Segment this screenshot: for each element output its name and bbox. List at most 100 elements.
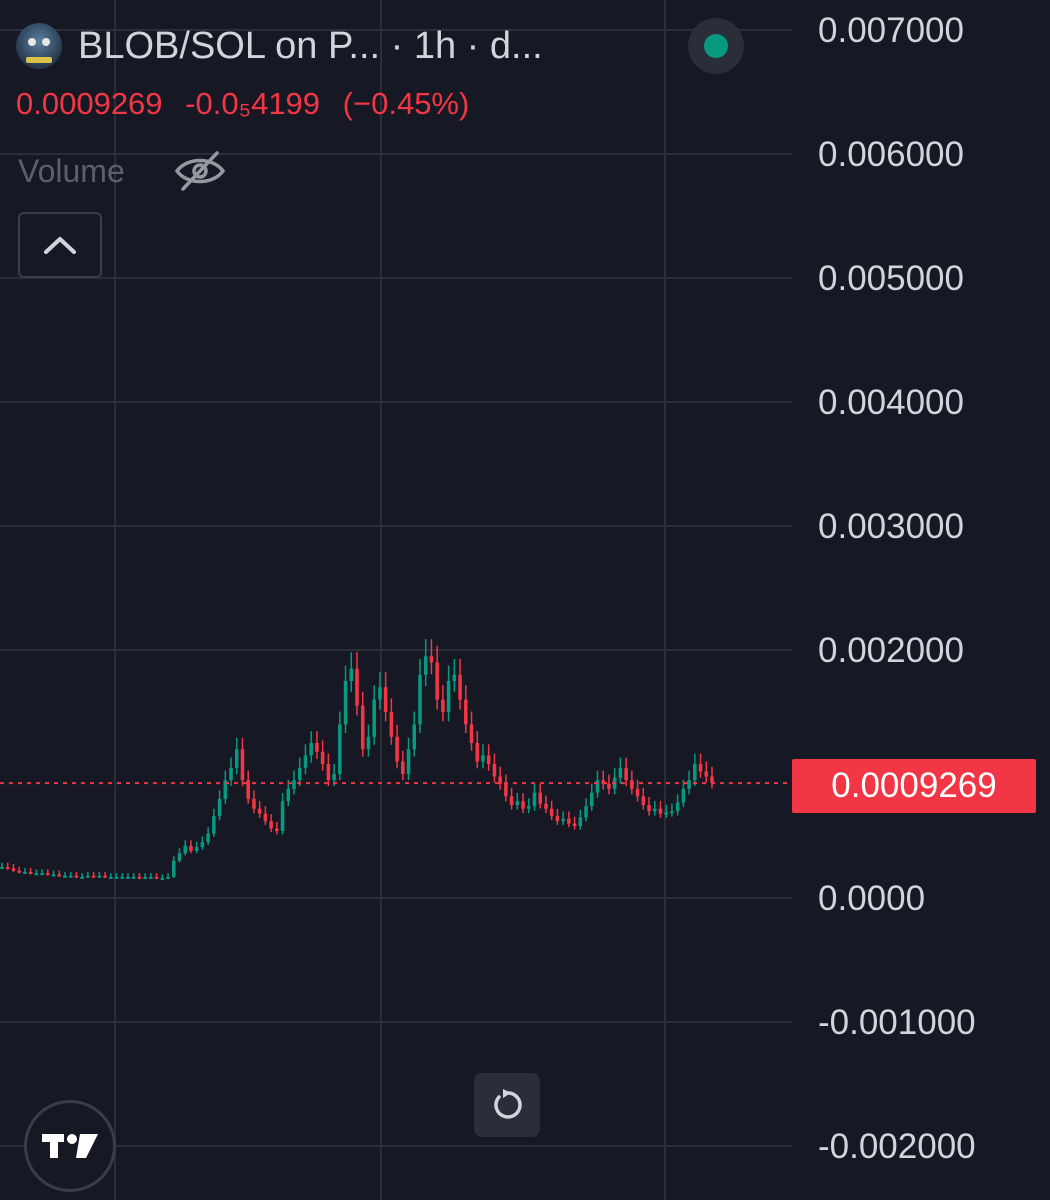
candle-body bbox=[366, 736, 371, 750]
candle-body bbox=[137, 876, 142, 879]
candle bbox=[567, 811, 571, 828]
candle bbox=[103, 871, 107, 878]
candle-body bbox=[349, 668, 354, 681]
candle bbox=[641, 787, 646, 810]
tradingview-logo[interactable] bbox=[24, 1100, 116, 1192]
candle bbox=[693, 753, 697, 787]
market-status-indicator[interactable] bbox=[688, 18, 744, 74]
candle-body bbox=[481, 755, 485, 762]
candle bbox=[584, 798, 588, 822]
candle-body bbox=[171, 860, 176, 877]
candle bbox=[17, 866, 21, 874]
reset-chart-button[interactable] bbox=[474, 1073, 540, 1137]
candle bbox=[360, 691, 365, 757]
collapse-legend-button[interactable] bbox=[18, 212, 102, 278]
candle-body bbox=[154, 876, 159, 879]
candle bbox=[5, 862, 10, 870]
candle-body bbox=[252, 798, 256, 809]
candle bbox=[395, 724, 399, 769]
candle bbox=[544, 795, 548, 814]
y-tick-label: 0.004000 bbox=[818, 383, 964, 422]
candle bbox=[57, 870, 62, 877]
candle bbox=[635, 779, 640, 802]
candle-body bbox=[51, 874, 56, 877]
candle bbox=[401, 750, 405, 781]
candle-body bbox=[687, 780, 691, 789]
candle-body bbox=[681, 788, 686, 803]
candle-body bbox=[309, 743, 313, 756]
candle-body bbox=[406, 749, 411, 774]
candle bbox=[670, 803, 674, 817]
candle-body bbox=[372, 699, 376, 737]
candle-body bbox=[332, 774, 336, 781]
candle-body bbox=[624, 767, 628, 781]
candle bbox=[338, 711, 342, 781]
candle bbox=[538, 783, 543, 809]
candle-body bbox=[131, 876, 136, 879]
symbol-title[interactable]: BLOB/SOL on P... · 1h · d... bbox=[78, 24, 543, 67]
candle bbox=[441, 685, 445, 722]
candle bbox=[246, 770, 250, 804]
volume-label: Volume bbox=[18, 152, 125, 189]
candle bbox=[378, 672, 382, 710]
candle-body bbox=[97, 875, 102, 878]
candle-body bbox=[17, 870, 21, 873]
y-tick-label: 0.005000 bbox=[818, 259, 964, 298]
eye-off-icon[interactable] bbox=[173, 149, 227, 193]
candle bbox=[275, 821, 279, 835]
candle bbox=[349, 652, 354, 692]
price-axis[interactable]: 0.007000 0.006000 0.005000 0.004000 0.003000… bbox=[818, 11, 976, 1166]
candle-body bbox=[504, 783, 508, 797]
candle bbox=[355, 652, 359, 716]
y-tick-label: 0.007000 bbox=[818, 11, 964, 50]
candle-body bbox=[635, 788, 640, 797]
candle bbox=[647, 796, 651, 816]
candle-body bbox=[143, 876, 147, 879]
candle-body bbox=[120, 876, 125, 879]
candle-body bbox=[166, 876, 170, 879]
candle-body bbox=[578, 817, 583, 827]
candle-body bbox=[572, 823, 577, 827]
candle-body bbox=[441, 699, 445, 712]
candle bbox=[675, 794, 680, 816]
candle bbox=[131, 873, 136, 879]
candle-body bbox=[607, 783, 611, 789]
candle-body bbox=[395, 736, 399, 762]
candle-body bbox=[538, 792, 543, 804]
candle-body bbox=[269, 821, 273, 829]
candle bbox=[464, 685, 468, 734]
candle bbox=[206, 827, 210, 845]
candle bbox=[286, 779, 291, 807]
candle bbox=[240, 737, 245, 787]
candle bbox=[212, 808, 216, 837]
candle-body bbox=[338, 724, 342, 774]
candle bbox=[51, 870, 56, 877]
candle-body bbox=[11, 868, 16, 871]
candle bbox=[492, 753, 497, 783]
candle bbox=[498, 766, 502, 790]
candle-body bbox=[641, 796, 646, 805]
candle bbox=[46, 869, 50, 876]
candle bbox=[320, 740, 325, 771]
candle-body bbox=[109, 876, 113, 879]
candle-body bbox=[280, 801, 285, 832]
candle-body bbox=[675, 802, 680, 812]
candle-body bbox=[595, 780, 600, 793]
candle bbox=[303, 744, 308, 775]
candle bbox=[343, 665, 348, 734]
candle bbox=[160, 874, 165, 881]
blob-avatar[interactable] bbox=[16, 23, 62, 69]
candle-body bbox=[177, 853, 182, 861]
candle bbox=[11, 863, 16, 873]
candle-body bbox=[315, 743, 319, 752]
candle bbox=[40, 869, 44, 876]
candle bbox=[297, 757, 302, 787]
candle-body bbox=[555, 816, 560, 822]
candle-body bbox=[423, 656, 428, 675]
candle-body bbox=[584, 806, 588, 818]
candle-body bbox=[418, 674, 422, 725]
candle-body bbox=[698, 764, 703, 772]
price-change-percent: (−0.45%) bbox=[342, 86, 470, 121]
candle-body bbox=[257, 808, 262, 814]
